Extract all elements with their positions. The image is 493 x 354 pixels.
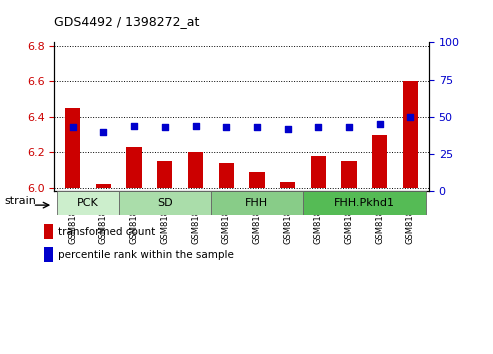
Bar bbox=[157, 161, 173, 188]
Bar bbox=[65, 108, 80, 188]
Text: percentile rank within the sample: percentile rank within the sample bbox=[58, 250, 234, 260]
Point bbox=[345, 124, 353, 130]
Bar bbox=[57, 191, 119, 215]
Text: transformed count: transformed count bbox=[58, 227, 155, 237]
Point bbox=[376, 121, 384, 127]
Text: strain: strain bbox=[4, 196, 36, 206]
Text: FHH.Pkhd1: FHH.Pkhd1 bbox=[334, 198, 395, 208]
Bar bbox=[249, 172, 265, 188]
Bar bbox=[119, 191, 211, 215]
Text: FHH: FHH bbox=[246, 198, 269, 208]
Point bbox=[100, 129, 107, 135]
Point bbox=[130, 123, 138, 129]
Bar bbox=[341, 161, 357, 188]
Point bbox=[407, 114, 415, 120]
Bar bbox=[44, 247, 53, 262]
Bar bbox=[44, 224, 53, 239]
Point bbox=[192, 123, 200, 129]
Text: PCK: PCK bbox=[77, 198, 99, 208]
Point bbox=[222, 124, 230, 130]
Bar bbox=[96, 184, 111, 188]
Bar bbox=[311, 156, 326, 188]
Point bbox=[253, 124, 261, 130]
Point bbox=[69, 124, 76, 130]
Point bbox=[283, 126, 291, 132]
Bar bbox=[303, 191, 426, 215]
Point bbox=[161, 124, 169, 130]
Bar bbox=[126, 147, 142, 188]
Bar bbox=[403, 81, 418, 188]
Bar bbox=[218, 163, 234, 188]
Bar bbox=[372, 135, 387, 188]
Bar bbox=[280, 182, 295, 188]
Text: GDS4492 / 1398272_at: GDS4492 / 1398272_at bbox=[54, 15, 200, 28]
Bar bbox=[188, 152, 203, 188]
Point bbox=[315, 124, 322, 130]
Bar bbox=[211, 191, 303, 215]
Text: SD: SD bbox=[157, 198, 173, 208]
